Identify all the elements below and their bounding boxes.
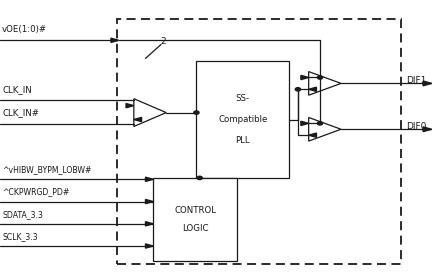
Polygon shape	[309, 118, 341, 141]
Circle shape	[194, 111, 199, 114]
Polygon shape	[309, 72, 341, 95]
Bar	[197, 61, 289, 178]
Text: SS-: SS-	[236, 94, 250, 103]
Polygon shape	[146, 222, 153, 226]
Polygon shape	[146, 244, 153, 248]
Circle shape	[295, 88, 301, 91]
Text: vOE(1:0)#: vOE(1:0)#	[2, 25, 47, 34]
Polygon shape	[134, 99, 166, 126]
Circle shape	[197, 176, 202, 180]
Circle shape	[318, 76, 323, 79]
Text: CLK_IN#: CLK_IN#	[2, 109, 39, 118]
Circle shape	[318, 122, 323, 125]
Text: ^CKPWRGD_PD#: ^CKPWRGD_PD#	[2, 188, 70, 197]
Polygon shape	[111, 38, 119, 43]
Polygon shape	[146, 177, 153, 182]
Text: PLL: PLL	[235, 136, 250, 145]
Text: CONTROL: CONTROL	[175, 206, 216, 215]
Text: LOGIC: LOGIC	[182, 224, 209, 233]
Polygon shape	[146, 199, 153, 204]
Polygon shape	[423, 81, 432, 86]
Polygon shape	[423, 127, 432, 132]
Text: DIF0: DIF0	[406, 122, 426, 131]
Polygon shape	[134, 117, 142, 122]
Polygon shape	[309, 133, 317, 137]
Bar	[117, 19, 401, 264]
Polygon shape	[309, 87, 317, 91]
Text: SCLK_3.3: SCLK_3.3	[2, 232, 38, 241]
Text: SDATA_3.3: SDATA_3.3	[2, 210, 43, 219]
Text: 2: 2	[160, 38, 166, 46]
Bar	[153, 178, 238, 261]
Text: DIF1: DIF1	[406, 76, 426, 85]
Polygon shape	[301, 121, 309, 125]
Polygon shape	[126, 103, 134, 108]
Text: CLK_IN: CLK_IN	[2, 85, 32, 94]
Text: Compatible: Compatible	[218, 115, 267, 124]
Text: ^vHIBW_BYPM_LOBW#: ^vHIBW_BYPM_LOBW#	[2, 165, 92, 174]
Polygon shape	[301, 75, 309, 80]
